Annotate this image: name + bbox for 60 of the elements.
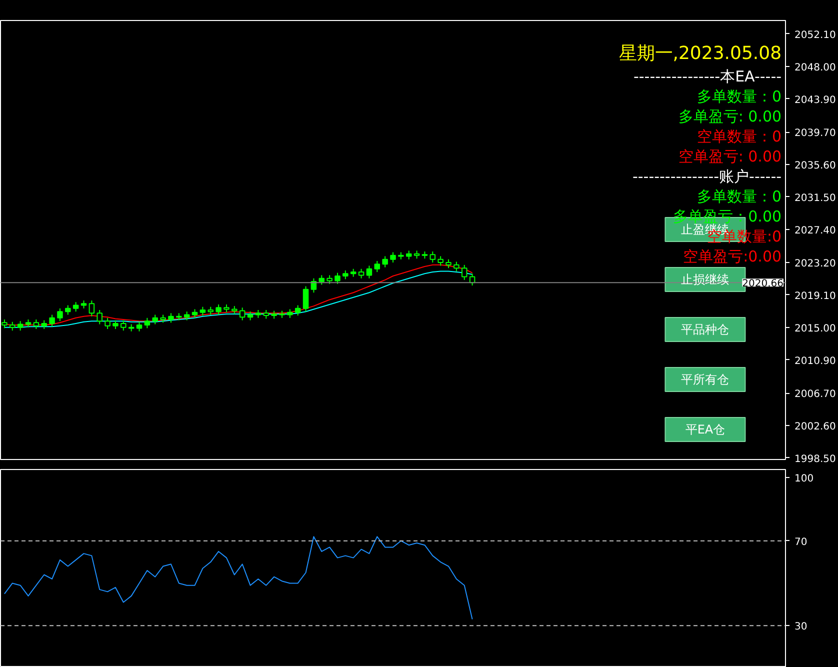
text: 止损继续 <box>681 272 730 286</box>
y-tick-label: 30 <box>794 622 808 633</box>
candlestick <box>382 256 388 268</box>
candlestick <box>216 304 222 316</box>
y-tick-label: 70 <box>794 536 808 548</box>
candlestick <box>104 317 110 330</box>
text: ----------------本EA----- <box>633 68 782 86</box>
text: 平品种仓 <box>681 322 730 336</box>
candlestick <box>438 256 444 266</box>
candlestick <box>390 252 396 264</box>
text: 星期一,2023.05.08 <box>618 43 782 64</box>
candlestick <box>57 308 63 322</box>
candlestick <box>88 300 95 317</box>
y-tick-label: 100 <box>794 473 814 484</box>
y-tick-label: 2031.50 <box>794 192 836 204</box>
text: ----------------账户------ <box>632 168 782 186</box>
text: 平所有仓 <box>681 372 730 386</box>
candlestick <box>302 286 309 312</box>
line-series <box>4 536 473 620</box>
candlestick <box>120 320 126 332</box>
candlestick <box>96 310 102 325</box>
y-tick-label: 2019.10 <box>794 290 836 302</box>
candlestick <box>318 274 325 286</box>
candlestick <box>294 304 301 316</box>
candlestick <box>374 260 380 273</box>
y-tick-label: 2035.60 <box>794 160 836 172</box>
candlestick <box>136 321 142 332</box>
y-tick-label: 1998.50 <box>794 454 836 465</box>
y-tick-label: 2023.20 <box>794 258 836 270</box>
candlestick <box>366 265 372 279</box>
text: 多单盈亏: 0.00 <box>678 108 782 126</box>
y-tick-label: 2010.90 <box>794 356 836 367</box>
candlestick <box>168 312 174 324</box>
candlestick <box>334 272 340 284</box>
candlestick <box>454 261 460 272</box>
candlestick <box>461 264 468 280</box>
text: 空单盈亏: 0.00 <box>678 148 782 166</box>
y-tick-label: 2006.70 <box>794 389 836 400</box>
text: 空单盈亏:0.00 <box>683 248 782 266</box>
candlestick <box>144 317 150 329</box>
candlestick <box>33 318 40 330</box>
text: 多单数量：0 <box>696 188 782 206</box>
text: 多单数量：0 <box>696 88 782 106</box>
y-tick-label: 2043.90 <box>794 94 836 106</box>
candlestick <box>65 304 71 316</box>
candlestick <box>358 268 364 279</box>
text: 平EA仓 <box>685 422 726 436</box>
y-tick-label: 2027.40 <box>794 225 836 236</box>
candlestick <box>152 314 158 325</box>
candlestick <box>430 250 436 264</box>
y-tick-label: 2052.10 <box>794 30 836 41</box>
candlestick <box>49 314 55 328</box>
y-tick-label: 2002.60 <box>794 421 836 432</box>
y-tick-label: 2048.00 <box>794 62 836 74</box>
candlestick <box>17 320 24 332</box>
candlestick <box>72 302 79 312</box>
y-tick-label: 2039.70 <box>794 128 836 140</box>
candlestick <box>239 307 246 321</box>
text: 空单数量：0 <box>696 128 782 146</box>
y-tick-label: 2015.00 <box>794 323 836 334</box>
